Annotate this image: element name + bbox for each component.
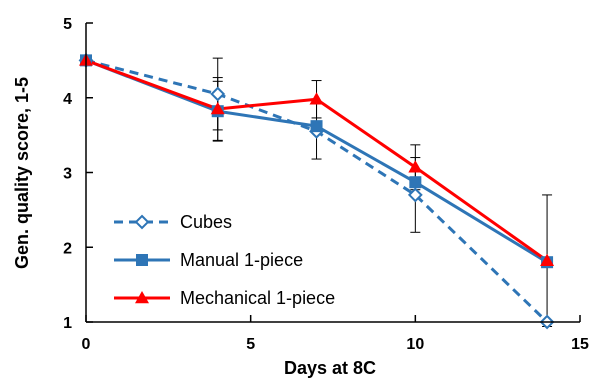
series-markers	[78, 52, 555, 330]
axes: 1 2 3 4 5 0 5 10 15	[63, 16, 589, 353]
x-tick-label: 15	[571, 336, 589, 353]
legend-marker	[135, 291, 149, 304]
y-tick-label: 4	[63, 91, 72, 108]
x-tick-label: 5	[246, 336, 255, 353]
x-tick-label: 10	[406, 336, 424, 353]
data-point	[210, 86, 226, 102]
y-tick-label: 2	[63, 240, 72, 257]
legend: Cubes Manual 1-piece Mechanical 1-piece	[114, 212, 335, 308]
data-point	[309, 92, 324, 105]
data-point	[407, 187, 423, 203]
data-point	[210, 101, 225, 115]
legend-label: Mechanical 1-piece	[180, 288, 335, 308]
legend-marker	[136, 254, 148, 266]
data-point	[540, 253, 555, 266]
y-axis-title: Gen. quality score, 1-5	[12, 77, 32, 269]
y-tick-label: 3	[63, 166, 72, 183]
data-point	[310, 120, 323, 133]
x-tick-label: 0	[82, 336, 91, 353]
legend-label: Manual 1-piece	[180, 250, 303, 270]
data-point	[409, 176, 422, 189]
legend-marker	[134, 214, 150, 230]
data-point	[408, 160, 423, 173]
legend-label: Cubes	[180, 212, 232, 232]
x-axis-title: Days at 8C	[284, 358, 376, 378]
y-tick-label: 1	[63, 315, 72, 332]
y-tick-label: 5	[63, 16, 72, 33]
error-bars	[212, 57, 553, 327]
